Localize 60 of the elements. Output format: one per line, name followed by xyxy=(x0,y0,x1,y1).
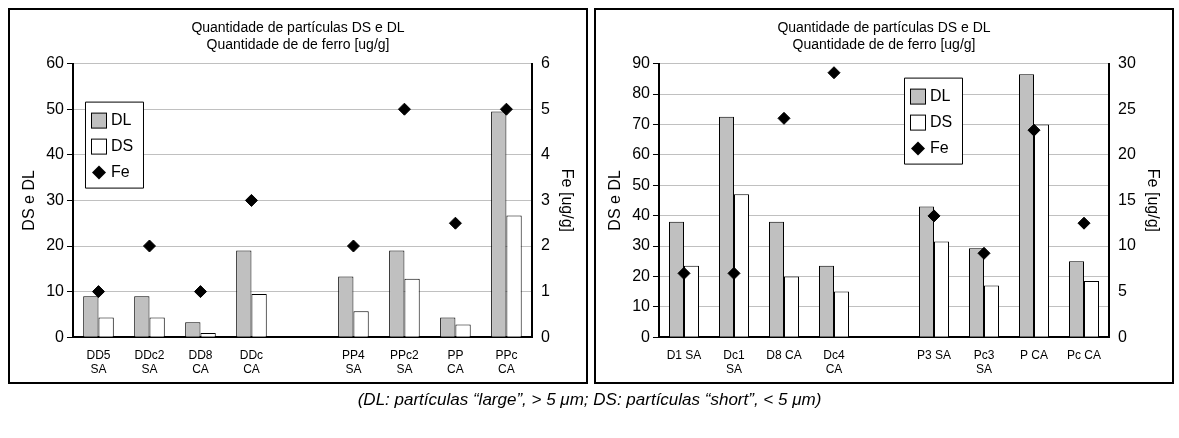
x-tick-label: PPc CA xyxy=(495,347,518,377)
x-tick-label: P3 SA xyxy=(916,347,952,362)
y2-tick-label: 3 xyxy=(540,190,550,208)
y2-tick-label: 0 xyxy=(540,327,550,345)
x-tick-label: P CA xyxy=(1020,347,1048,362)
y-tick-label: 60 xyxy=(46,54,65,72)
y-tick-label: 20 xyxy=(632,266,651,284)
y2-tick-label: 5 xyxy=(1118,282,1127,300)
x-tick-label: DDc CA xyxy=(239,347,264,377)
y-axis-title: DS e DL xyxy=(20,170,38,231)
y-tick-label: 50 xyxy=(46,99,65,117)
legend-label: Fe xyxy=(930,139,949,157)
y2-tick-label: 25 xyxy=(1118,99,1136,117)
chart-title: Quantidade de partículas DS e DL Quantidade de de ferro [ug/g] xyxy=(191,19,405,53)
y-tick-label: 0 xyxy=(641,327,651,345)
x-tick-label: D8 CA xyxy=(766,347,802,362)
y2-tick-label: 20 xyxy=(1118,145,1136,163)
y-tick-label: 30 xyxy=(632,236,651,254)
y-axis-title: DS e DL xyxy=(606,170,624,231)
x-tick-label: PP4 SA xyxy=(342,347,366,377)
y2-tick-label: 5 xyxy=(540,99,550,117)
y2-tick-label: 1 xyxy=(540,282,550,300)
x-tick-label: Pc3 SA xyxy=(973,347,995,377)
x-tick-label: Pc CA xyxy=(1066,347,1102,362)
y2-tick-label: 4 xyxy=(540,145,550,163)
x-tick-label: PP CA xyxy=(447,347,464,377)
y2-tick-label: 6 xyxy=(540,54,550,72)
y2-tick-label: 10 xyxy=(1118,236,1136,254)
legend-label: DL xyxy=(111,111,132,129)
y-tick-label: 10 xyxy=(46,282,65,300)
x-tick-label: DD5 SA xyxy=(86,347,111,377)
y-tick-label: 80 xyxy=(632,84,651,102)
y-tick-label: 90 xyxy=(632,54,651,72)
x-tick-label: DD8 CA xyxy=(188,347,213,377)
y-tick-label: 70 xyxy=(632,114,651,132)
y-tick-label: 30 xyxy=(46,190,65,208)
text: (DL: partículas “large”, > 5 μm; DS: partículas “short”, < 5 μm) xyxy=(356,390,823,410)
legend-label: DL xyxy=(930,87,951,105)
x-tick-label: DDc2 SA xyxy=(134,347,165,377)
y-tick-label: 40 xyxy=(632,206,651,224)
x-tick-label: Dc4 CA xyxy=(823,347,845,377)
chart-title: Quantidade de partículas DS e DL Quantidade de de ferro [ug/g] xyxy=(777,19,991,53)
x-tick-label: Dc1 SA xyxy=(723,347,745,377)
y2-axis-title: Fe [ug/g] xyxy=(558,168,576,232)
y-tick-label: 60 xyxy=(632,145,651,163)
y-tick-label: 10 xyxy=(632,297,651,315)
y2-tick-label: 30 xyxy=(1118,54,1136,72)
y2-axis-title: Fe [ug/g] xyxy=(1144,168,1162,232)
x-tick-label: D1 SA xyxy=(666,347,702,362)
legend-label: DS xyxy=(930,113,953,131)
y2-tick-label: 15 xyxy=(1118,190,1136,208)
y2-tick-label: 2 xyxy=(540,236,550,254)
x-tick-label: PPc2 SA xyxy=(390,347,420,377)
y-tick-label: 40 xyxy=(46,145,65,163)
y-tick-label: 20 xyxy=(46,236,65,254)
legend-label: DS xyxy=(111,137,134,155)
legend-label: Fe xyxy=(111,163,130,181)
y-tick-label: 50 xyxy=(632,175,651,193)
y2-tick-label: 0 xyxy=(1118,327,1127,345)
y-tick-label: 0 xyxy=(55,327,65,345)
